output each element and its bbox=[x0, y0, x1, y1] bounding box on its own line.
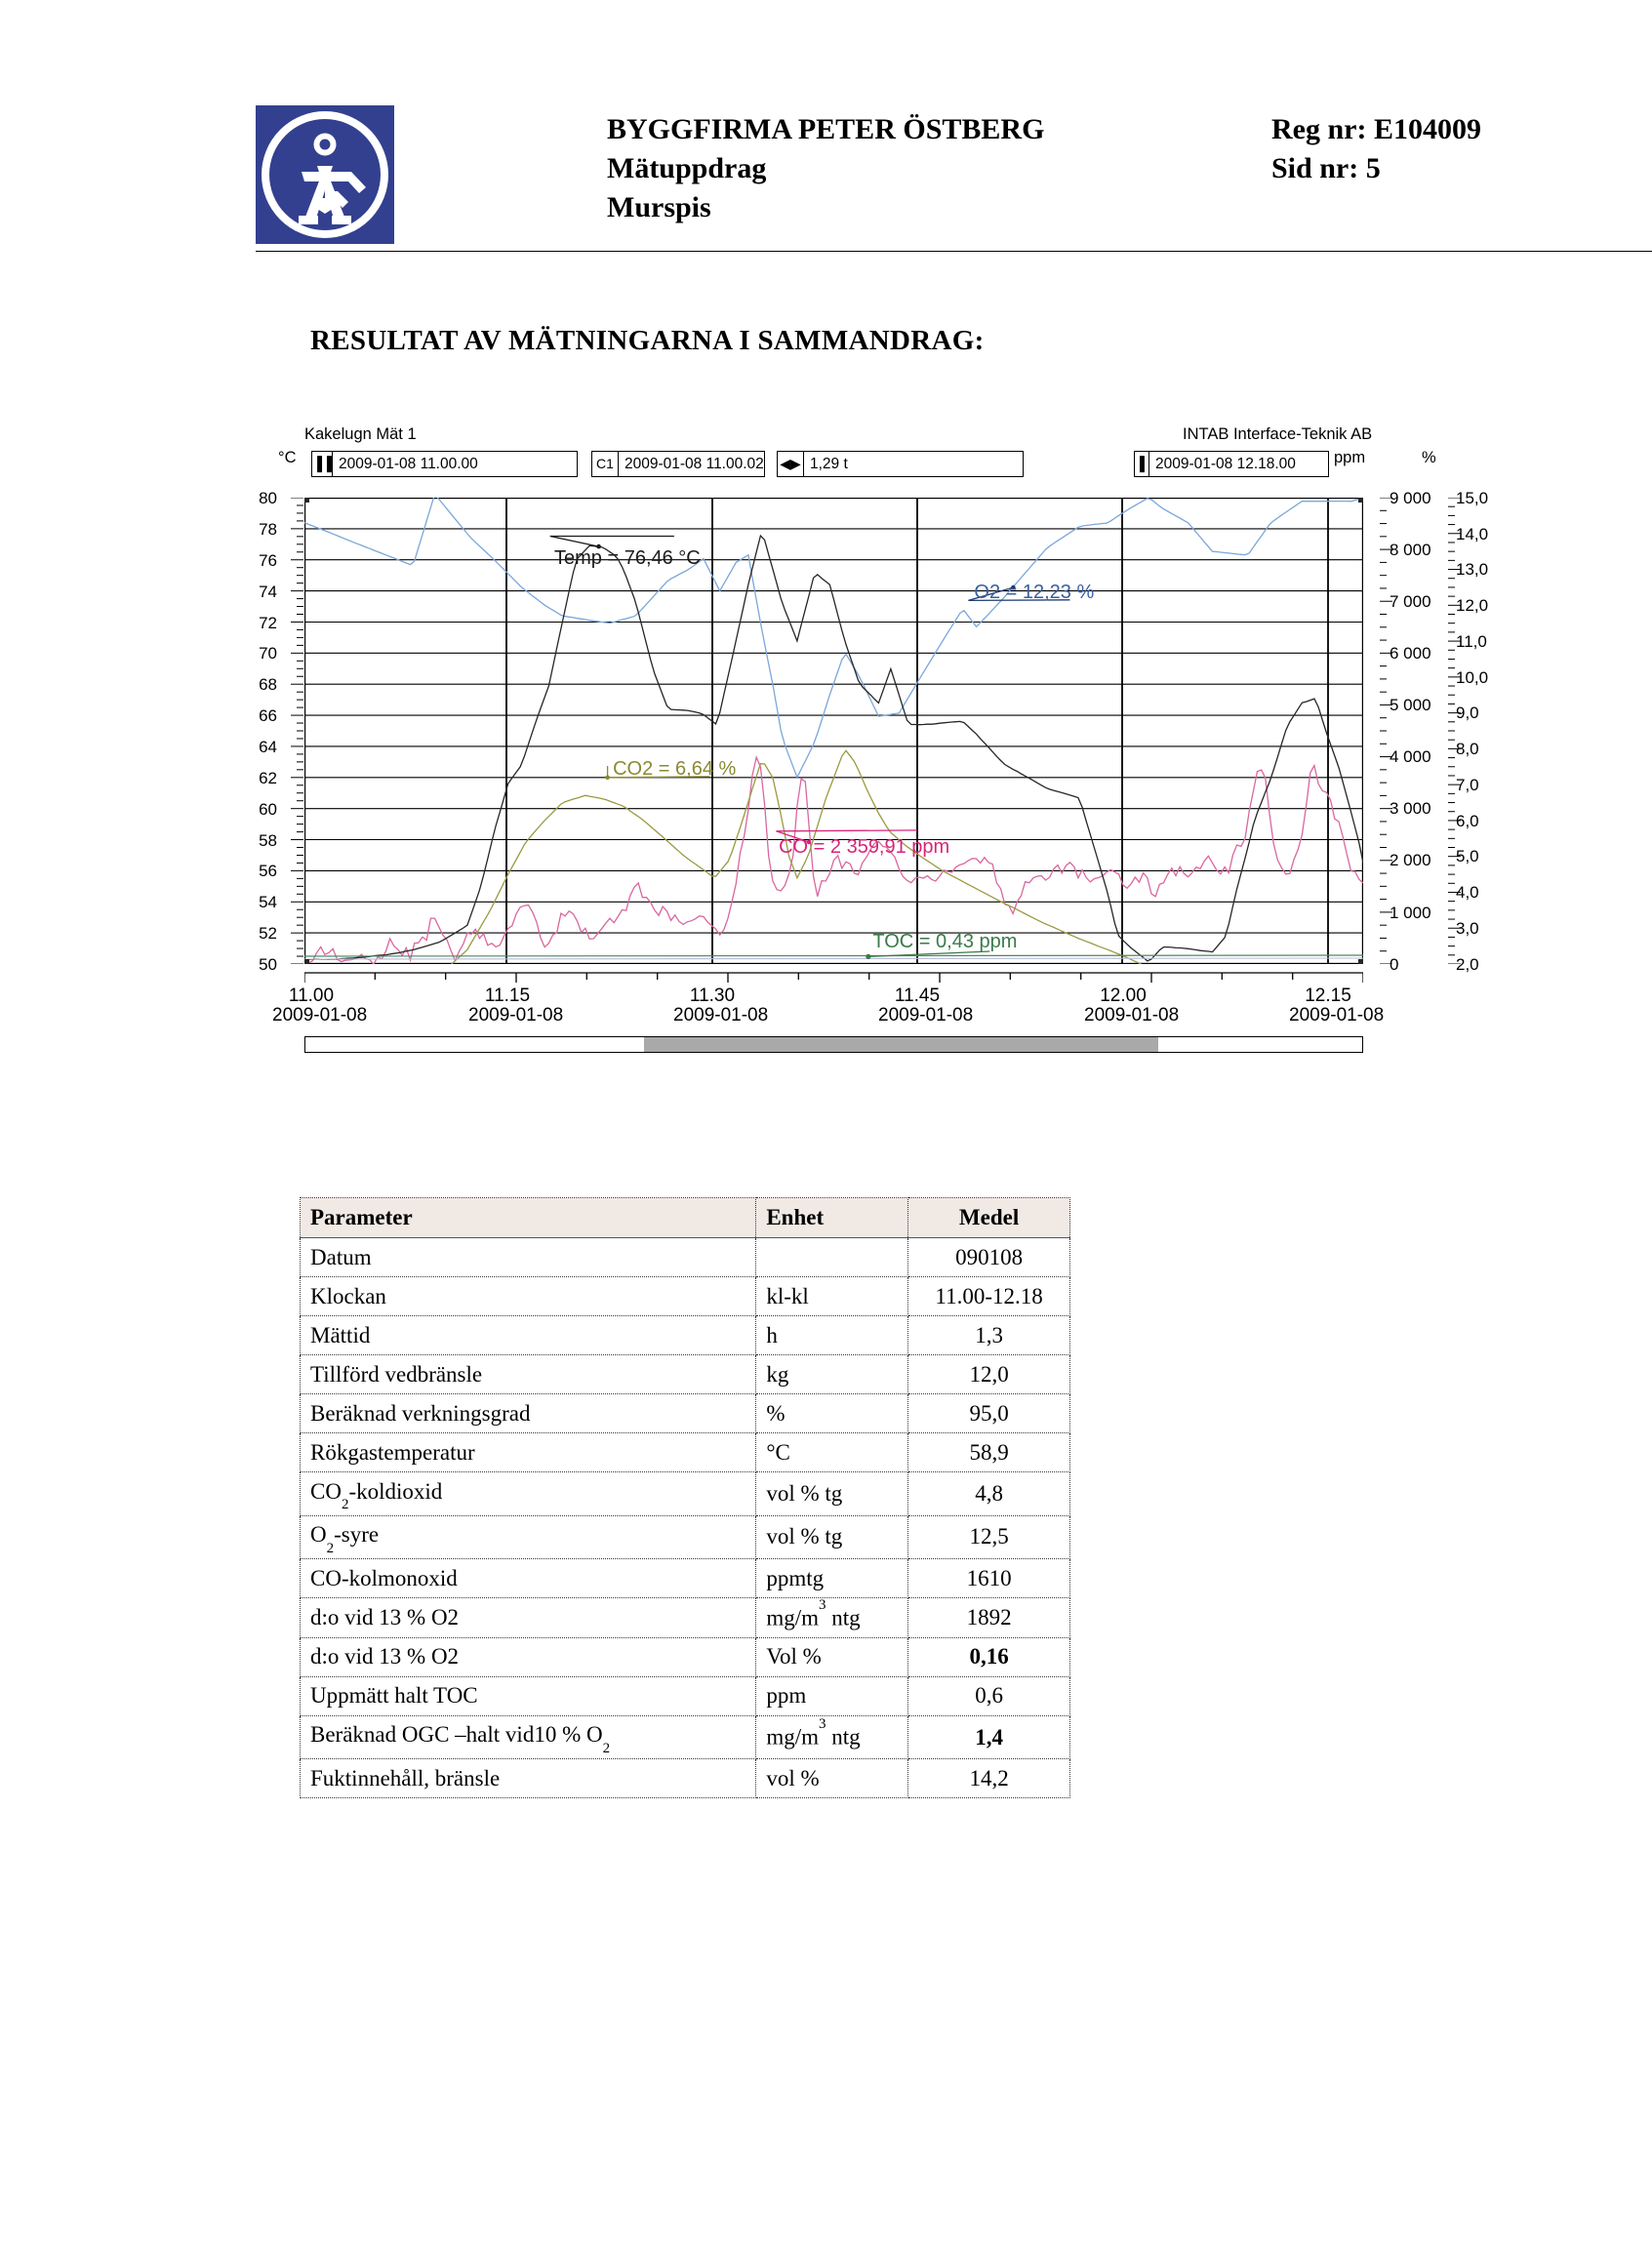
svg-text:CO = 2 359,91 ppm: CO = 2 359,91 ppm bbox=[779, 836, 949, 858]
svg-text:TOC = 0,43 ppm: TOC = 0,43 ppm bbox=[872, 931, 1017, 952]
svg-text:Temp = 76,46 °C: Temp = 76,46 °C bbox=[554, 547, 701, 569]
svg-text:CO2 = 6,64 %: CO2 = 6,64 % bbox=[613, 758, 736, 780]
svg-text:O2 = 12,23 %: O2 = 12,23 % bbox=[974, 582, 1094, 603]
